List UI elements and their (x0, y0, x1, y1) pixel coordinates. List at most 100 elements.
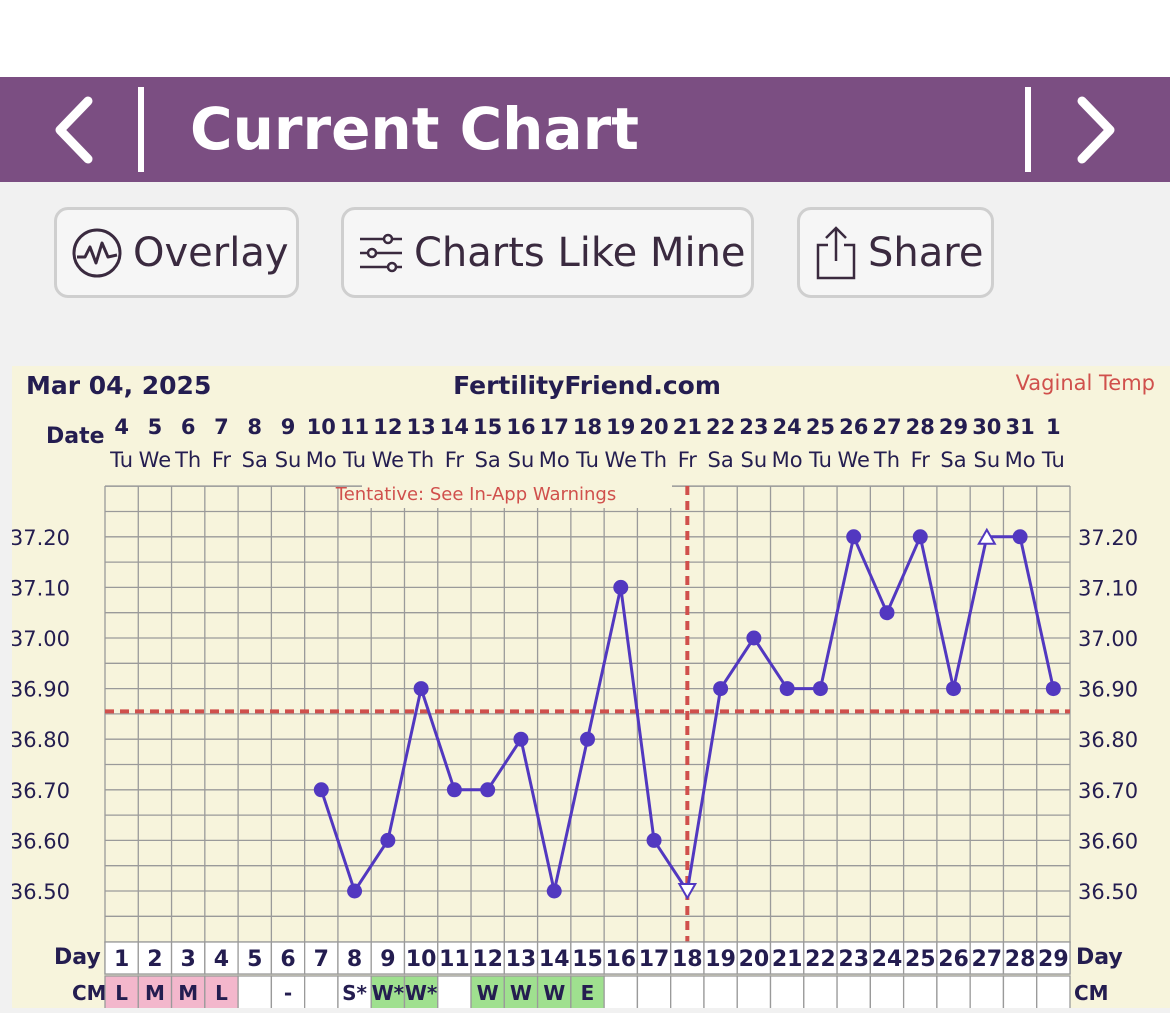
day-number: 4 (214, 947, 229, 972)
date-label: 11 (340, 415, 369, 439)
weekday-label: Tu (342, 448, 366, 472)
cm-cell (869, 975, 905, 1011)
y-tick-label: 36.70 (1078, 779, 1138, 803)
cm-value: W* (405, 981, 438, 1005)
weekday-label: Sa (242, 448, 268, 472)
y-tick-label: 36.90 (1078, 678, 1138, 702)
day-cell (470, 941, 505, 975)
day-cell (969, 941, 1005, 975)
cm-cell (1002, 975, 1038, 1011)
y-tick-label: 36.80 (1078, 728, 1138, 752)
cm-value: S* (342, 981, 367, 1005)
cm-value: L (115, 981, 128, 1005)
y-tick-label: 36.90 (12, 678, 70, 702)
day-cell (703, 941, 738, 975)
date-label: 14 (440, 415, 469, 439)
sliders-icon (360, 233, 402, 272)
date-label: 18 (573, 415, 602, 439)
weekday-label: We (139, 448, 171, 472)
y-tick-label: 36.80 (12, 728, 70, 752)
cm-cell (1036, 975, 1071, 1011)
date-label: 8 (247, 415, 262, 439)
date-row-label: Date (46, 424, 105, 449)
weekday-label: Fr (911, 448, 931, 472)
temperature-point-open (977, 527, 997, 545)
date-label: 30 (972, 415, 1001, 439)
overlay-chart-icon (72, 228, 122, 277)
status-bar-area (0, 0, 1170, 77)
previous-chart-button[interactable] (10, 77, 140, 182)
cm-cell (670, 975, 705, 1011)
weekday-label: Th (640, 448, 667, 472)
fertility-chart: Mar 04, 2025 FertilityFriend.com Vaginal… (10, 366, 1170, 1011)
cm-cell (836, 975, 871, 1011)
weekday-label: Mo (539, 448, 570, 472)
share-button[interactable]: Share (797, 207, 994, 298)
date-label: 20 (639, 415, 668, 439)
cm-cell (803, 975, 838, 1011)
cm-value: W (510, 981, 532, 1005)
weekday-label: Fr (445, 448, 465, 472)
temperature-point (480, 782, 496, 798)
cm-cell (769, 975, 805, 1011)
day-number: 19 (705, 947, 736, 972)
date-label: 13 (407, 415, 436, 439)
date-label: 9 (281, 415, 296, 439)
date-label: 5 (148, 415, 163, 439)
cm-cell (969, 975, 1005, 1011)
charts-like-mine-button[interactable]: Charts Like Mine (341, 207, 754, 298)
weekday-label: Tu (808, 448, 832, 472)
temperature-point (513, 731, 529, 747)
temperature-point (347, 883, 363, 899)
chart-svg: Mar 04, 2025 FertilityFriend.com Vaginal… (10, 371, 1155, 1011)
next-chart-button[interactable] (1030, 77, 1160, 182)
warning-text: Tentative: See In-App Warnings (335, 484, 616, 505)
day-number: 12 (472, 947, 503, 972)
weekday-label: We (605, 448, 637, 472)
weekday-label: Su (973, 448, 1000, 472)
temperature-point (613, 579, 629, 595)
date-label: 23 (739, 415, 768, 439)
day-number: 17 (639, 947, 670, 972)
day-cell (370, 941, 406, 975)
share-icon (816, 225, 856, 279)
day-number: 26 (938, 947, 969, 972)
date-label: 26 (839, 415, 868, 439)
day-number: 13 (506, 947, 537, 972)
day-number: 14 (539, 947, 570, 972)
weekday-label: Mo (306, 448, 337, 472)
date-label: 6 (181, 415, 196, 439)
temperature-point (746, 630, 762, 646)
chart-date: Mar 04, 2025 (26, 371, 211, 400)
weekday-label: Th (407, 448, 434, 472)
chevron-left-icon (55, 96, 93, 163)
day-cell (1002, 941, 1038, 975)
date-label: 31 (1005, 415, 1034, 439)
day-number: 5 (247, 947, 262, 972)
temperature-point (546, 883, 562, 899)
y-tick-label: 37.10 (1078, 576, 1138, 600)
day-number: 22 (805, 947, 836, 972)
cm-cell (137, 975, 173, 1011)
chart-temp-type: Vaginal Temp (1016, 371, 1155, 395)
date-label: 21 (673, 415, 702, 439)
temperature-point (946, 681, 962, 697)
y-tick-label: 36.60 (12, 829, 70, 853)
y-tick-label: 36.70 (12, 779, 70, 803)
day-cell (670, 941, 705, 975)
y-tick-label: 37.20 (1078, 526, 1138, 550)
cm-cell (902, 975, 938, 1011)
weekday-label: Tu (1041, 448, 1065, 472)
day-cell (1036, 941, 1071, 975)
day-number: 25 (905, 947, 936, 972)
day-cell (603, 941, 639, 975)
chevron-right-icon (1077, 96, 1115, 163)
date-label: 24 (773, 415, 802, 439)
y-tick-label: 37.00 (1078, 627, 1138, 651)
y-tick-label: 36.50 (12, 880, 70, 904)
weekday-label: We (372, 448, 404, 472)
temperature-point (313, 782, 329, 798)
overlay-button[interactable]: Overlay (54, 207, 299, 298)
date-label: 10 (307, 415, 336, 439)
date-label: 22 (706, 415, 735, 439)
